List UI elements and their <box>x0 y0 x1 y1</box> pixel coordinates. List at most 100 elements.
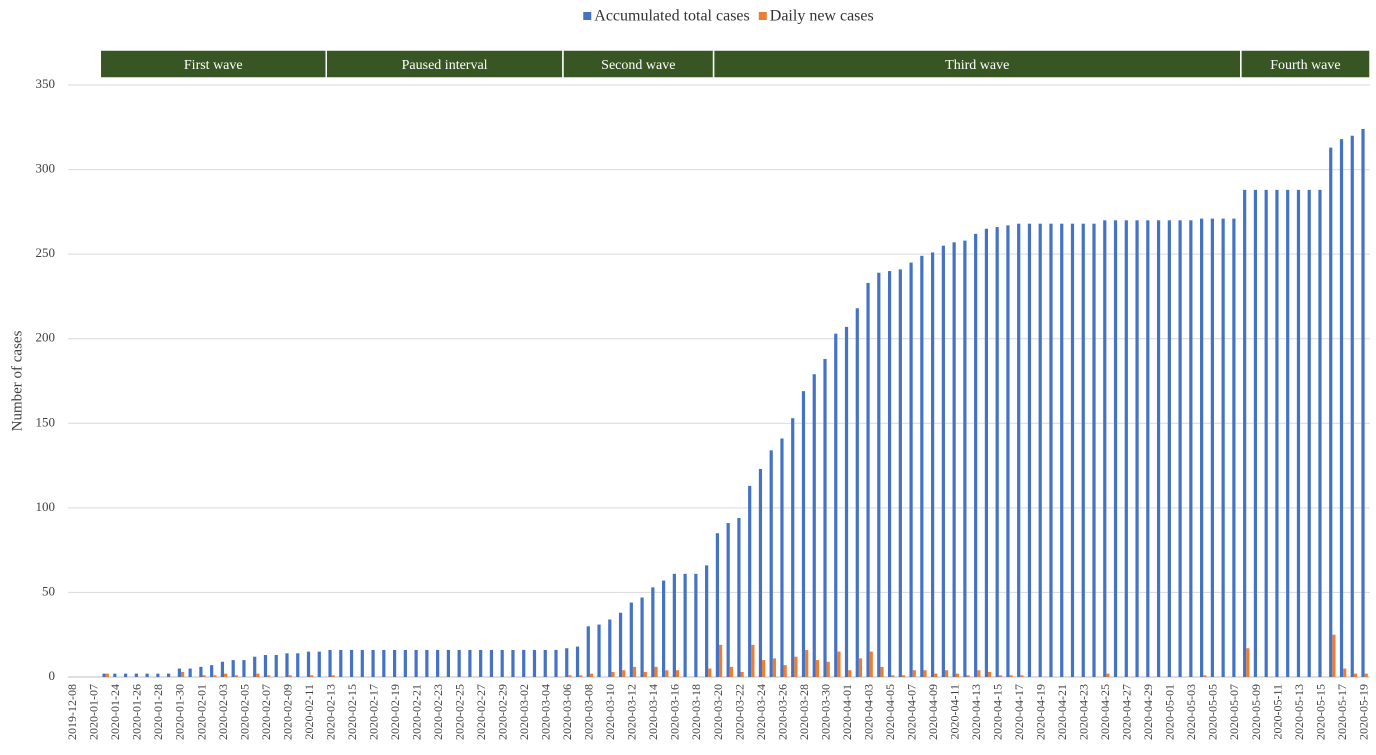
wave-label: First wave <box>184 58 243 73</box>
bar <box>575 646 580 677</box>
bar <box>180 671 185 677</box>
x-tick-label: 2020-02-25 <box>453 684 467 740</box>
bar <box>457 649 461 677</box>
legend-swatch <box>758 12 767 20</box>
bar <box>436 649 440 677</box>
bar <box>912 670 916 677</box>
bar <box>815 660 820 677</box>
bar <box>554 649 558 677</box>
bar <box>1203 675 1207 677</box>
bar <box>675 670 680 677</box>
x-tick-label: 2020-04-01 <box>840 684 854 740</box>
bar <box>310 675 314 677</box>
bar <box>955 673 959 677</box>
x-tick-label: 2020-05-05 <box>1206 684 1220 740</box>
bar <box>177 668 181 677</box>
bar <box>210 665 214 677</box>
bar <box>511 649 515 677</box>
bar <box>934 673 938 677</box>
x-tick-label: 2020-04-09 <box>926 684 940 740</box>
x-tick-label: 2020-05-15 <box>1313 684 1327 740</box>
bar <box>339 649 343 677</box>
bar <box>568 675 572 677</box>
bar <box>1350 135 1354 677</box>
bar <box>877 272 881 677</box>
bar <box>317 651 321 677</box>
bar <box>296 653 300 677</box>
bar <box>1178 220 1182 678</box>
bar <box>1167 220 1171 678</box>
bar <box>608 619 612 677</box>
bar <box>360 649 364 677</box>
bar <box>826 661 830 677</box>
bar <box>489 649 494 677</box>
bar <box>263 655 268 677</box>
bar <box>640 597 644 677</box>
y-tick-label: 200 <box>36 330 56 345</box>
bar <box>966 675 970 677</box>
legend-swatch <box>583 12 592 20</box>
wave-band <box>562 49 715 79</box>
bar <box>694 573 698 677</box>
x-tick-label: 2020-02-05 <box>237 684 251 740</box>
bar <box>1253 189 1258 677</box>
bar <box>941 245 945 677</box>
bar <box>579 675 583 677</box>
x-tick-label: 2020-04-13 <box>969 684 983 740</box>
x-tick-label: 2020-05-11 <box>1270 684 1284 740</box>
bar <box>597 624 601 677</box>
x-tick-label: 2020-01-26 <box>130 684 144 740</box>
bar <box>901 675 906 677</box>
bar <box>220 661 225 677</box>
wave-band <box>712 49 1242 79</box>
bar <box>801 391 806 677</box>
x-tick-label: 2020-04-07 <box>904 684 918 740</box>
bar <box>805 649 809 677</box>
bar <box>331 675 335 677</box>
wave-label: Second wave <box>601 58 675 73</box>
bar <box>425 649 429 677</box>
x-tick-label: 2020-03-06 <box>560 684 574 740</box>
x-tick-label: 2020-03-30 <box>818 684 832 740</box>
bar <box>726 523 730 677</box>
x-tick-label: 2020-03-12 <box>625 684 639 740</box>
bar <box>113 673 117 677</box>
bar <box>672 573 676 677</box>
bar <box>762 660 766 677</box>
bar <box>1189 220 1193 678</box>
bar <box>719 644 723 677</box>
bar <box>274 655 278 677</box>
bar <box>887 271 892 677</box>
x-tick-label: 2020-05-01 <box>1163 684 1177 740</box>
wave-label: Third wave <box>945 58 1009 73</box>
bar <box>1049 223 1053 677</box>
x-tick-label: 2020-01-07 <box>87 684 101 740</box>
x-tick-label: 2020-04-27 <box>1120 684 1134 740</box>
wave-label: Fourth wave <box>1270 58 1340 73</box>
x-tick-label: 2020-05-07 <box>1227 684 1241 740</box>
bar <box>683 573 687 677</box>
bar <box>629 602 633 677</box>
bar <box>256 673 260 677</box>
bar <box>1156 220 1161 678</box>
bar <box>618 612 623 677</box>
bar <box>1286 189 1290 677</box>
x-tick-label: 2020-02-01 <box>194 684 208 740</box>
bar <box>1221 218 1225 677</box>
bar <box>891 675 895 677</box>
bar <box>1343 668 1347 677</box>
bar <box>532 649 537 677</box>
bar <box>794 656 798 677</box>
x-tick-label: 2020-03-04 <box>539 684 553 740</box>
x-tick-label: 2020-01-28 <box>151 684 165 740</box>
bar <box>1020 675 1024 677</box>
bar <box>1009 675 1013 677</box>
bar <box>468 649 472 677</box>
y-tick-label: 300 <box>36 161 56 176</box>
bar <box>242 660 246 677</box>
x-tick-label: 2020-02-13 <box>323 684 337 740</box>
x-tick-label: 2020-03-08 <box>582 684 596 740</box>
bar <box>705 565 709 677</box>
bar <box>622 670 626 677</box>
